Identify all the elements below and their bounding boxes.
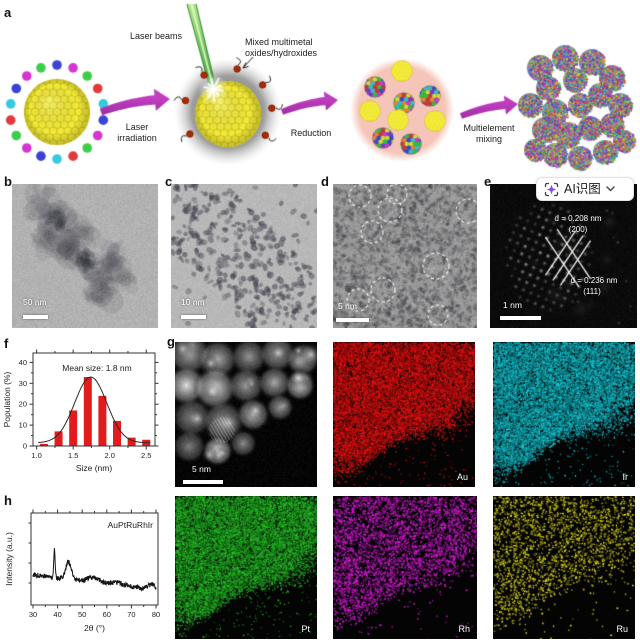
- chevron-down-icon[interactable]: [606, 186, 615, 192]
- svg-text:50: 50: [78, 610, 86, 619]
- panel-label-c: c: [165, 174, 173, 189]
- svg-text:20: 20: [19, 400, 27, 409]
- scale-bar-g: [183, 480, 223, 484]
- multielement-line1: Multielement: [463, 123, 515, 133]
- hrtem-image-d: 5 nm: [333, 184, 477, 328]
- svg-text:Mean size: 1.8 nm: Mean size: 1.8 nm: [62, 363, 131, 373]
- tem-image-c-canvas: [171, 184, 317, 328]
- scale-bar-label-b: 50 nm: [23, 297, 47, 307]
- svg-text:Intensity (a.u.): Intensity (a.u.): [4, 532, 14, 586]
- svg-text:30: 30: [19, 379, 27, 388]
- plane-111-label: (111): [583, 287, 601, 296]
- scale-bar-label-g: 5 nm: [192, 464, 211, 474]
- stem-haadf-image: 5 nm: [175, 342, 317, 487]
- size-histogram-chart: 1.0 1.5 2.0 2.5 0 10 20 30 40 Size (nm) Population…: [2, 349, 159, 473]
- d-spacing-200-label: d = 0.208 nm: [554, 214, 602, 223]
- eds-map-ir-canvas: [493, 342, 635, 487]
- svg-text:Size (nm): Size (nm): [76, 463, 113, 473]
- panel-label-a: a: [4, 5, 12, 20]
- element-tag-rh: Rh: [458, 624, 470, 634]
- element-tag-ir: Ir: [622, 472, 629, 482]
- atomic-image-e-canvas: [490, 184, 637, 328]
- scale-bar-d: [336, 318, 369, 322]
- multielement-mixing-label: Multielement mixing: [463, 123, 514, 144]
- scale-bar-e: [500, 316, 541, 320]
- panel-label-b: b: [4, 174, 12, 189]
- panel-label-g: g: [167, 334, 175, 349]
- panel-label-e: e: [484, 174, 492, 189]
- scale-bar-c: [181, 315, 206, 319]
- eds-map-ru: Ru: [493, 496, 635, 639]
- eds-map-au-canvas: [333, 342, 475, 487]
- scale-bar-b: [23, 315, 48, 319]
- tem-image-b: 50 nm: [12, 184, 158, 328]
- svg-text:2.0: 2.0: [104, 451, 114, 460]
- hrtem-image-d-canvas: [333, 184, 477, 328]
- synthesis-schematic-canvas: [0, 0, 640, 174]
- xrd-pattern-chart: 30 40 50 60 70 80 2θ (°) Intensity (a.u.) AuPtRu…: [4, 509, 160, 633]
- svg-text:30: 30: [29, 610, 37, 619]
- svg-text:0: 0: [23, 442, 27, 451]
- mixed-oxides-line1: Mixed multimetal: [245, 37, 313, 47]
- mixed-oxides-label: Mixed multimetal oxides/hydroxides: [245, 37, 317, 58]
- reduction-label: Reduction: [290, 128, 332, 138]
- mixed-oxides-line2: oxides/hydroxides: [245, 47, 318, 58]
- svg-text:60: 60: [103, 610, 111, 619]
- d-spacing-111-label: d = 0.236 nm: [570, 276, 618, 285]
- svg-text:70: 70: [127, 610, 135, 619]
- atomic-resolution-image-e: d = 0.208 nm (200) d = 0.236 nm (111) 1 …: [490, 184, 637, 328]
- panel-label-f: f: [4, 336, 9, 351]
- svg-text:AuPtRuRhIr: AuPtRuRhIr: [108, 520, 154, 530]
- scale-bar-label-e: 1 nm: [503, 300, 522, 310]
- ai-recognize-button[interactable]: AI识图: [536, 177, 634, 201]
- scale-bar-label-d: 5 nm: [338, 301, 357, 311]
- laser-irradiation-line2: irradiation: [117, 132, 157, 143]
- scale-bar-label-c: 10 nm: [181, 297, 205, 307]
- tem-image-c: 10 nm: [171, 184, 317, 328]
- panel-label-h: h: [4, 493, 12, 508]
- element-tag-ru: Ru: [616, 624, 628, 634]
- element-tag-au: Au: [456, 472, 468, 482]
- multielement-line2: mixing: [475, 133, 502, 144]
- svg-text:2θ (°): 2θ (°): [84, 623, 105, 633]
- svg-text:2.5: 2.5: [141, 451, 151, 460]
- svg-text:80: 80: [152, 610, 160, 619]
- svg-text:10: 10: [19, 421, 27, 430]
- laser-beams-label: Laser beams: [129, 31, 183, 41]
- laser-irradiation-line1: Laser: [125, 122, 149, 132]
- element-tag-pt: Pt: [301, 624, 310, 634]
- eds-map-rh-canvas: [333, 496, 477, 639]
- laser-irradiation-label: Laser irradiation: [117, 122, 157, 143]
- eds-map-ir: Ir: [493, 342, 635, 487]
- svg-text:1.0: 1.0: [31, 451, 41, 460]
- eds-map-au: Au: [333, 342, 475, 487]
- panel-label-d: d: [321, 174, 329, 189]
- svg-text:40: 40: [53, 610, 61, 619]
- sparkle-scan-icon: [544, 182, 559, 196]
- ai-button-label: AI识图: [564, 181, 601, 196]
- eds-map-pt-canvas: [175, 496, 317, 639]
- svg-text:40: 40: [19, 358, 27, 367]
- stem-image-canvas: [175, 342, 317, 487]
- tem-image-b-canvas: [12, 184, 158, 328]
- svg-text:Population (%): Population (%): [2, 371, 12, 427]
- svg-text:1.5: 1.5: [68, 451, 78, 460]
- eds-map-ru-canvas: [493, 496, 635, 639]
- eds-map-rh: Rh: [333, 496, 477, 639]
- plane-200-label: (200): [568, 225, 588, 234]
- eds-map-pt: Pt: [175, 496, 317, 639]
